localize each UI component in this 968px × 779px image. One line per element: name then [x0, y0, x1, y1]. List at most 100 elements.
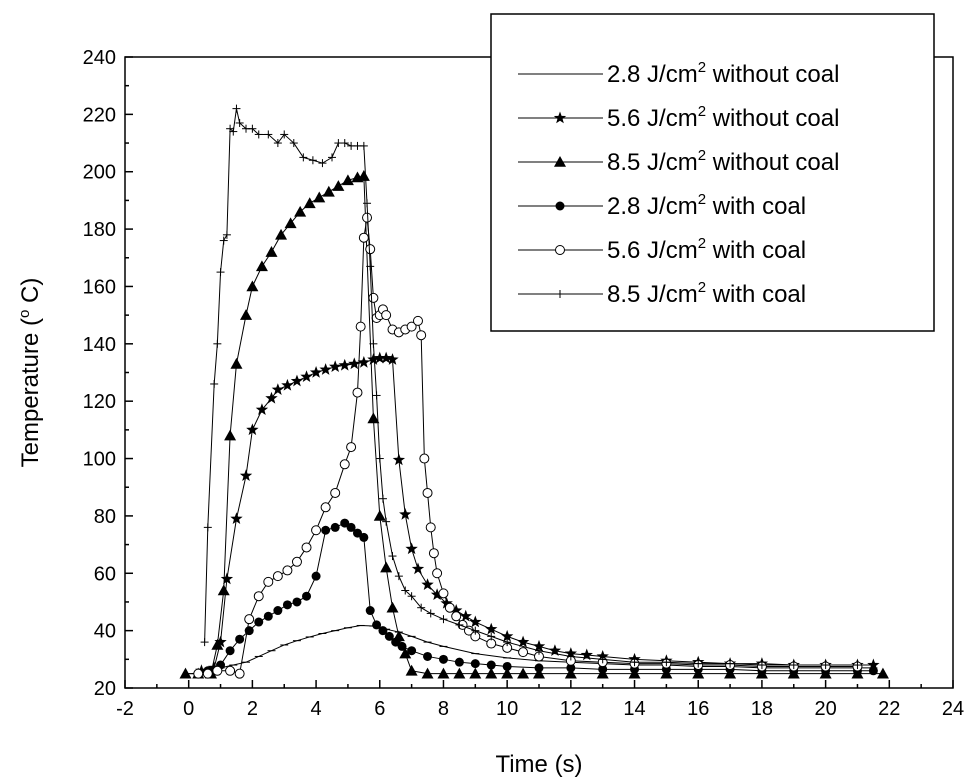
data-point — [352, 387, 363, 398]
legend-label: 5.6 J/cm2 with coal — [607, 235, 806, 264]
data-point — [254, 130, 263, 139]
data-point — [554, 156, 566, 167]
x-tick-label: -2 — [116, 698, 134, 720]
data-point — [235, 118, 244, 127]
legend-item: 5.6 J/cm2 with coal — [518, 235, 806, 264]
data-point — [240, 309, 253, 320]
data-point — [503, 638, 512, 647]
data-point — [375, 454, 384, 463]
data-point — [444, 602, 455, 613]
data-point — [193, 668, 204, 679]
y-tick-label: 140 — [83, 334, 116, 356]
data-point — [308, 156, 317, 165]
x-tick-label: 24 — [942, 698, 964, 720]
data-point — [411, 562, 425, 575]
data-point — [301, 542, 312, 553]
data-point — [200, 638, 209, 647]
data-point — [548, 644, 562, 656]
data-point — [248, 124, 257, 133]
data-point — [555, 201, 565, 211]
data-point — [419, 453, 430, 464]
y-tick-label: 240 — [83, 47, 116, 69]
data-point — [368, 292, 379, 303]
data-point — [309, 366, 323, 378]
x-tick-label: 22 — [878, 698, 900, 720]
data-point — [437, 667, 450, 679]
series-line — [204, 108, 858, 666]
data-point — [281, 378, 294, 391]
legend-label-sup: 2 — [698, 147, 706, 164]
data-point — [417, 603, 426, 612]
data-point — [211, 638, 224, 650]
series-6 — [200, 104, 862, 670]
data-point — [246, 280, 259, 292]
data-point — [470, 659, 480, 669]
data-point — [598, 655, 607, 664]
data-point — [282, 565, 293, 576]
data-point — [469, 615, 482, 628]
data-point — [535, 646, 543, 655]
data-point — [459, 609, 472, 622]
data-point — [230, 357, 243, 369]
data-point — [486, 638, 497, 649]
y-tick-label: 60 — [94, 563, 116, 585]
legend-box — [490, 13, 935, 332]
data-point — [244, 626, 254, 636]
data-point — [394, 572, 403, 581]
data-point — [440, 596, 453, 609]
data-point — [273, 606, 283, 616]
data-point — [348, 357, 361, 370]
data-point — [216, 268, 225, 277]
legend-item: 8.5 J/cm2 with coal — [518, 279, 806, 308]
data-point — [263, 611, 273, 621]
x-tick-label: 16 — [687, 698, 709, 720]
data-point — [303, 197, 316, 209]
data-point — [318, 159, 327, 168]
data-point — [369, 339, 378, 348]
data-point — [220, 572, 234, 585]
legend-label: 2.8 J/cm2 with coal — [607, 191, 806, 220]
data-point — [566, 652, 575, 661]
y-axis-title-main: Temperature ( — [17, 318, 44, 467]
data-point — [230, 512, 243, 525]
data-point — [265, 391, 278, 404]
data-point — [210, 379, 219, 388]
data-point — [272, 571, 283, 582]
data-point — [254, 617, 264, 627]
data-point — [516, 635, 530, 648]
data-point — [280, 130, 289, 139]
data-point — [485, 667, 498, 679]
y-axis-title-sup: o — [16, 310, 33, 318]
data-point — [630, 658, 639, 667]
y-axis-title: Temperature (o C) — [16, 278, 44, 468]
data-point — [416, 330, 427, 341]
series-layer — [179, 104, 889, 679]
data-point — [726, 659, 735, 668]
data-point — [292, 597, 302, 607]
data-point — [338, 358, 351, 371]
data-point — [391, 637, 401, 647]
data-point — [365, 244, 376, 255]
data-point — [362, 212, 373, 223]
data-point — [500, 629, 514, 642]
data-point — [406, 321, 417, 332]
data-point — [357, 355, 371, 368]
legend-item: 2.8 J/cm2 without coal — [518, 59, 839, 88]
data-point — [412, 315, 423, 326]
y-tick-label: 20 — [94, 678, 116, 700]
data-point — [430, 588, 444, 601]
legend-label-tail: with coal — [706, 281, 806, 308]
data-point — [359, 532, 369, 542]
data-point — [502, 661, 512, 671]
data-point — [229, 127, 238, 136]
x-tick-label: 14 — [623, 698, 645, 720]
data-point — [367, 412, 380, 424]
data-point — [357, 170, 370, 181]
legend-label-sup: 2 — [698, 235, 706, 252]
data-point — [235, 634, 245, 644]
data-point — [255, 260, 268, 272]
x-tick-label: 6 — [374, 698, 385, 720]
data-point — [365, 606, 375, 616]
